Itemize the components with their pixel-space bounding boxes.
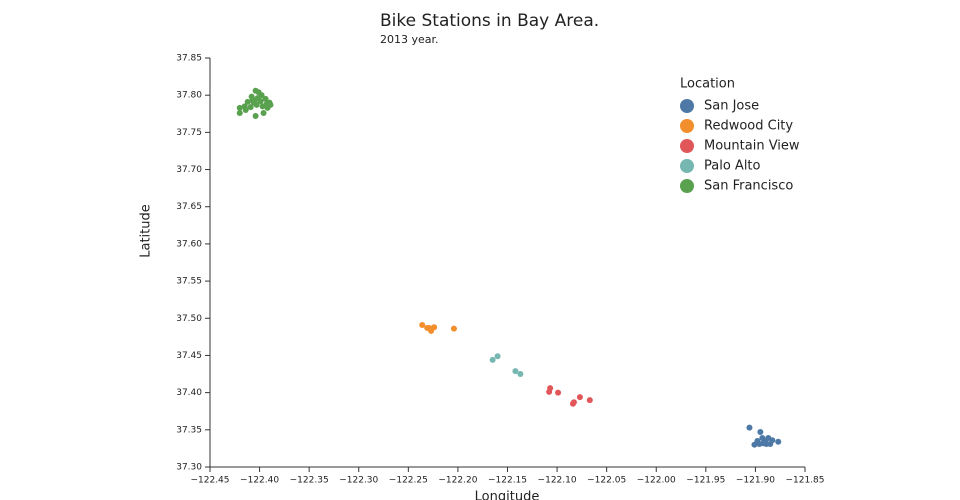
point xyxy=(431,324,438,331)
point xyxy=(757,429,764,436)
x-tick-label: −122.05 xyxy=(587,476,626,486)
point xyxy=(775,438,782,445)
x-tick-label: −122.30 xyxy=(339,476,378,486)
legend-swatch xyxy=(680,179,694,193)
point xyxy=(260,110,267,117)
point xyxy=(746,424,753,431)
point xyxy=(569,400,576,407)
y-tick-label: 37.65 xyxy=(176,202,202,212)
legend-swatch xyxy=(680,119,694,133)
legend-swatch xyxy=(680,99,694,113)
point xyxy=(244,98,251,105)
y-tick-label: 37.55 xyxy=(176,277,202,287)
point xyxy=(249,97,256,104)
chart-title: Bike Stations in Bay Area. xyxy=(380,11,599,31)
point xyxy=(253,101,260,108)
x-tick-label: −122.15 xyxy=(488,476,527,486)
point xyxy=(494,353,501,360)
y-tick-label: 37.80 xyxy=(176,91,202,101)
y-tick-label: 37.85 xyxy=(176,54,202,64)
legend-label: Palo Alto xyxy=(704,159,761,174)
point xyxy=(763,440,770,447)
legend-label: Mountain View xyxy=(704,139,800,154)
y-tick-label: 37.30 xyxy=(176,463,202,473)
point xyxy=(255,89,262,96)
x-tick-label: −122.45 xyxy=(190,476,229,486)
point xyxy=(576,394,583,401)
point xyxy=(489,356,496,363)
legend-swatch xyxy=(680,139,694,153)
y-tick-label: 37.40 xyxy=(176,388,202,398)
point xyxy=(586,397,593,404)
point xyxy=(419,321,426,328)
x-tick-label: −122.20 xyxy=(438,476,477,486)
y-tick-label: 37.75 xyxy=(176,128,202,138)
point xyxy=(252,113,259,120)
x-tick-label: −121.85 xyxy=(785,476,824,486)
y-tick-label: 37.35 xyxy=(176,425,202,435)
legend-title: Location xyxy=(680,77,735,92)
point xyxy=(546,388,553,395)
y-tick-label: 37.45 xyxy=(176,351,202,361)
point xyxy=(555,389,562,396)
x-tick-label: −122.40 xyxy=(240,476,279,486)
y-tick-label: 37.50 xyxy=(176,314,202,324)
legend-label: San Francisco xyxy=(704,179,793,194)
point xyxy=(769,437,776,444)
point xyxy=(267,101,274,108)
point xyxy=(236,110,243,117)
point xyxy=(450,325,457,332)
x-tick-label: −122.00 xyxy=(637,476,676,486)
y-tick-label: 37.70 xyxy=(176,165,202,175)
legend-label: San Jose xyxy=(704,99,759,114)
x-axis-title: Longitude xyxy=(475,490,540,500)
point xyxy=(247,104,254,111)
point xyxy=(242,107,249,114)
point xyxy=(512,368,519,375)
x-tick-label: −121.90 xyxy=(736,476,775,486)
point xyxy=(262,95,269,102)
x-tick-label: −122.10 xyxy=(538,476,577,486)
legend-swatch xyxy=(680,159,694,173)
x-tick-label: −122.25 xyxy=(389,476,428,486)
y-axis-title: Latitude xyxy=(139,204,154,258)
point xyxy=(257,98,264,105)
x-tick-label: −121.95 xyxy=(686,476,725,486)
point xyxy=(756,440,763,447)
chart-subtitle: 2013 year. xyxy=(380,33,439,46)
point xyxy=(236,104,243,111)
y-tick-label: 37.60 xyxy=(176,239,202,249)
point xyxy=(517,371,524,378)
point xyxy=(426,324,433,331)
x-tick-label: −122.35 xyxy=(290,476,329,486)
legend-label: Redwood City xyxy=(704,119,793,134)
